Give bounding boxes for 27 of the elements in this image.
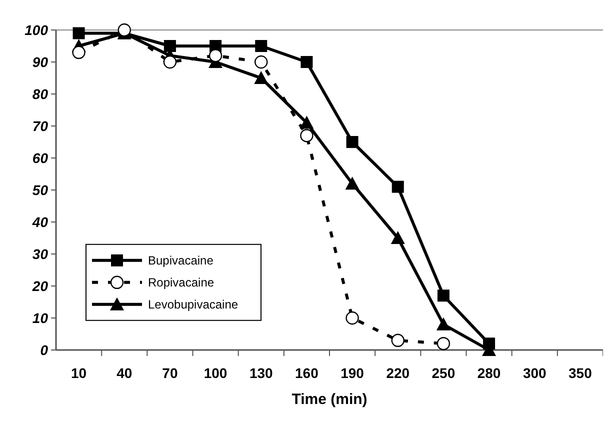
x-tick-label: 190 [340, 365, 364, 381]
x-tick-label: 280 [477, 365, 501, 381]
x-tick-label: 350 [568, 365, 592, 381]
legend-label: Bupivacaine [148, 254, 214, 268]
x-tick-label: 160 [295, 365, 319, 381]
y-tick-label: 90 [32, 54, 48, 70]
y-tick-label: 70 [32, 118, 48, 134]
y-tick-label: 40 [31, 214, 48, 230]
x-tick-label: 70 [162, 365, 178, 381]
x-tick-label: 130 [249, 365, 274, 381]
x-tick-label: 250 [432, 365, 456, 381]
y-tick-label: 60 [32, 150, 48, 166]
y-tick-label: 10 [32, 310, 48, 326]
y-tick-label: 30 [32, 246, 48, 262]
y-tick-label: 20 [31, 278, 48, 294]
x-tick-label: 10 [71, 365, 87, 381]
legend-label: Ropivacaine [148, 276, 214, 290]
y-tick-label: 80 [32, 86, 48, 102]
y-tick-label: 50 [32, 182, 48, 198]
x-tick-label: 300 [522, 365, 547, 381]
legend-label: Levobupivacaine [148, 298, 238, 312]
y-tick-label: 0 [40, 342, 48, 358]
x-axis-title: Time (min) [292, 391, 368, 408]
x-tick-label: 100 [204, 365, 228, 381]
x-tick-label: 220 [386, 365, 410, 381]
x-tick-label: 40 [116, 365, 132, 381]
y-tick-label: 100 [24, 22, 48, 38]
